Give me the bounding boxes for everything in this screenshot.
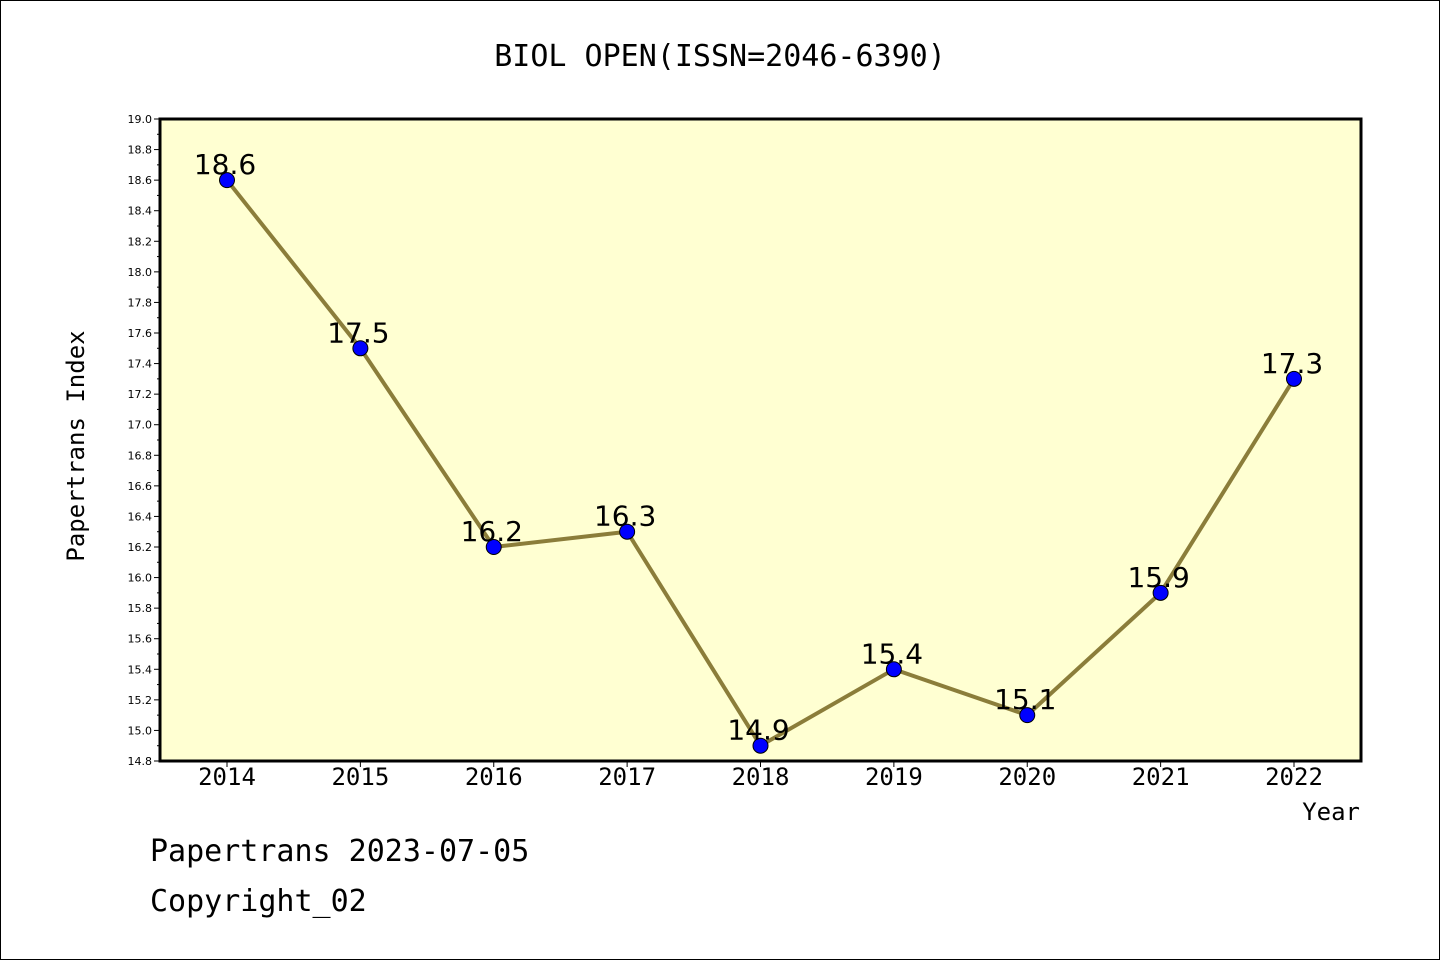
plot-area	[158, 117, 1363, 763]
x-tick-label: 2015	[331, 763, 389, 791]
data-label: 18.6	[194, 148, 256, 181]
data-label: 15.1	[994, 683, 1056, 716]
x-axis: 2014 2015 2016 2017 2018 2019 2020 2021 2022	[198, 761, 1323, 791]
y-tick-label: 18.0	[128, 266, 153, 279]
x-tick-label: 2019	[865, 763, 923, 791]
y-tick-label: 14.8	[128, 755, 153, 768]
data-label: 16.3	[594, 500, 656, 533]
data-label: 15.4	[861, 637, 923, 670]
footer-brand-date: Papertrans 2023-07-05	[150, 834, 530, 869]
data-point	[1152, 584, 1169, 601]
y-tick-label: 16.2	[128, 541, 153, 554]
data-label: 17.3	[1261, 347, 1323, 380]
y-tick-label: 16.6	[128, 480, 153, 493]
x-tick-label: 2020	[998, 763, 1056, 791]
series-layer: 18.6 17.5 16.2 16.3 14.9 15.4 15.1 15.9 17.3	[194, 148, 1323, 754]
y-tick-label: 16.8	[128, 449, 153, 462]
y-tick-label: 15.2	[128, 694, 153, 707]
data-label: 14.9	[727, 714, 789, 747]
y-tick-label: 18.8	[128, 144, 153, 157]
x-tick-label: 2017	[598, 763, 656, 791]
y-tick-label: 15.0	[128, 724, 153, 737]
x-axis-label: Year	[1302, 798, 1360, 826]
data-point	[352, 340, 369, 357]
data-label: 15.9	[1127, 561, 1189, 594]
y-tick-label: 17.0	[128, 419, 153, 432]
y-axis: 14.8 15.0 15.2 15.4 15.6 15.8 16.0 16.2 16.4 16.6…	[128, 113, 160, 768]
data-point	[219, 172, 235, 189]
y-tick-label: 15.6	[128, 633, 153, 646]
y-tick-label: 18.6	[128, 174, 153, 187]
data-label: 17.5	[327, 316, 389, 349]
y-tick-label: 18.4	[128, 205, 153, 218]
data-point	[1019, 707, 1036, 724]
data-point	[619, 523, 636, 540]
y-tick-label: 15.4	[128, 663, 153, 676]
y-axis-label: Papertrans Index	[62, 330, 90, 561]
x-tick-label: 2014	[198, 763, 256, 791]
y-tick-label: 19.0	[128, 113, 153, 126]
chart-title: BIOL OPEN(ISSN=2046-6390)	[494, 39, 946, 74]
data-point	[485, 539, 502, 555]
y-tick-label: 15.8	[128, 602, 153, 615]
data-point	[752, 737, 769, 754]
x-tick-label: 2022	[1265, 763, 1323, 791]
x-tick-label: 2021	[1132, 763, 1190, 791]
y-tick-label: 17.2	[128, 388, 153, 401]
x-tick-label: 2018	[732, 763, 790, 791]
x-tick-label: 2016	[465, 763, 523, 791]
data-label: 16.2	[461, 515, 523, 548]
y-tick-label: 16.0	[128, 572, 153, 585]
y-tick-label: 18.2	[128, 235, 153, 248]
y-tick-label: 17.8	[128, 296, 153, 309]
y-tick-label: 17.6	[128, 327, 153, 340]
data-point	[885, 661, 902, 678]
data-point	[1286, 370, 1302, 387]
footer-copyright: Copyright_02	[150, 884, 367, 919]
y-tick-label: 16.4	[128, 510, 153, 523]
y-tick-label: 17.4	[128, 358, 153, 371]
